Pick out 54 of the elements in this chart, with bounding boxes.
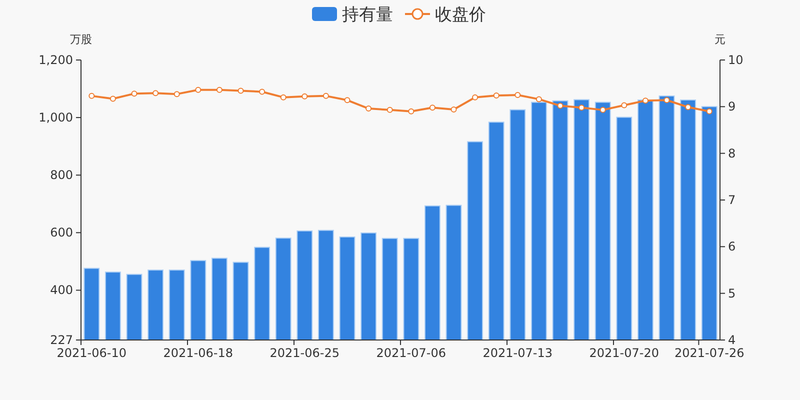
point (472, 94, 478, 100)
point (259, 88, 266, 95)
y-tick-label: 800 (50, 168, 73, 182)
x-tick-label: 2021-06-10 (56, 346, 127, 360)
point (152, 90, 159, 96)
y-tick-label: 1,200 (38, 53, 73, 67)
y-tick-label: 227 (50, 333, 73, 347)
y-axis-title: 万股 (70, 33, 92, 46)
point (88, 92, 95, 99)
point (302, 93, 308, 100)
point (450, 106, 457, 112)
point (536, 96, 542, 102)
y-tick-label: 400 (50, 283, 73, 298)
point (131, 90, 138, 97)
y2-tick-label: 7 (728, 193, 736, 207)
y2-tick-label: 9 (728, 100, 736, 114)
point (344, 97, 350, 104)
legend-label: 收盘价 (435, 5, 486, 25)
point (366, 106, 372, 112)
y-tick-label: 1,000 (38, 110, 73, 125)
point (238, 88, 244, 94)
legend-label: 持有量 (342, 5, 393, 25)
x-tick-label: 2021-07-13 (482, 346, 553, 360)
point (578, 104, 585, 111)
point (408, 108, 414, 114)
y-tick-label: 600 (50, 226, 73, 240)
point (621, 102, 628, 108)
point (195, 86, 202, 93)
point (429, 104, 436, 111)
x-tick-label: 2021-06-25 (270, 346, 340, 360)
point (600, 106, 606, 113)
point (110, 96, 116, 102)
y2-tick-label: 4 (728, 333, 736, 347)
point (216, 86, 222, 93)
y2-tick-label: 8 (728, 146, 736, 160)
point (514, 92, 521, 98)
point (322, 92, 329, 99)
y2-tick-label: 5 (728, 286, 736, 300)
y2-tick-label: 10 (728, 53, 744, 67)
y2-axis-title: 元 (714, 33, 726, 46)
x-tick-label: 2021-06-18 (163, 346, 234, 360)
point (664, 97, 670, 104)
y2-tick-label: 6 (728, 240, 736, 254)
x-tick-label: 2021-07-20 (589, 346, 660, 360)
point (174, 91, 180, 98)
x-tick-label: 2021-07-26 (674, 346, 744, 360)
point (557, 102, 564, 109)
point (685, 104, 692, 110)
point (706, 108, 712, 114)
point (642, 98, 648, 104)
point (280, 94, 286, 100)
point (386, 106, 393, 113)
x-tick-label: 2021-07-06 (376, 346, 446, 360)
point (493, 92, 500, 98)
